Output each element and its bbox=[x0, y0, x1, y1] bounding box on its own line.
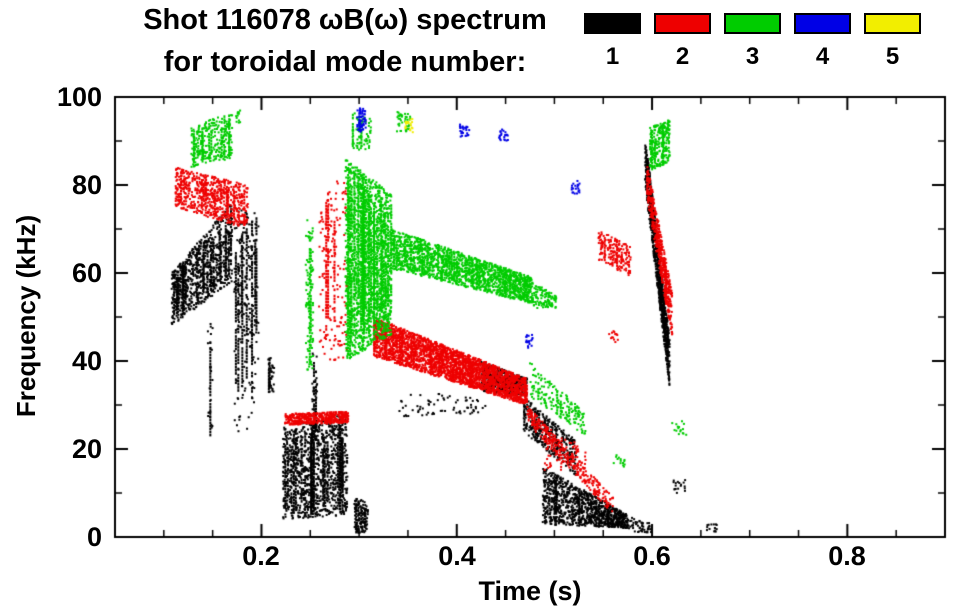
x-tick-label: 0.2 bbox=[242, 541, 280, 571]
y-tick-label: 20 bbox=[71, 434, 102, 464]
y-tick-label: 60 bbox=[71, 258, 102, 288]
y-tick-label: 0 bbox=[86, 522, 102, 552]
x-tick-label: 0.4 bbox=[438, 541, 476, 571]
x-tick-label: 0.8 bbox=[828, 541, 866, 571]
y-tick-label: 80 bbox=[71, 170, 102, 200]
x-tick-label: 0.6 bbox=[633, 541, 671, 571]
y-tick-label: 100 bbox=[56, 82, 102, 112]
y-tick-label: 40 bbox=[71, 346, 102, 376]
y-axis-label: Frequency (kHz) bbox=[11, 214, 41, 418]
x-axis-label: Time (s) bbox=[478, 576, 582, 606]
